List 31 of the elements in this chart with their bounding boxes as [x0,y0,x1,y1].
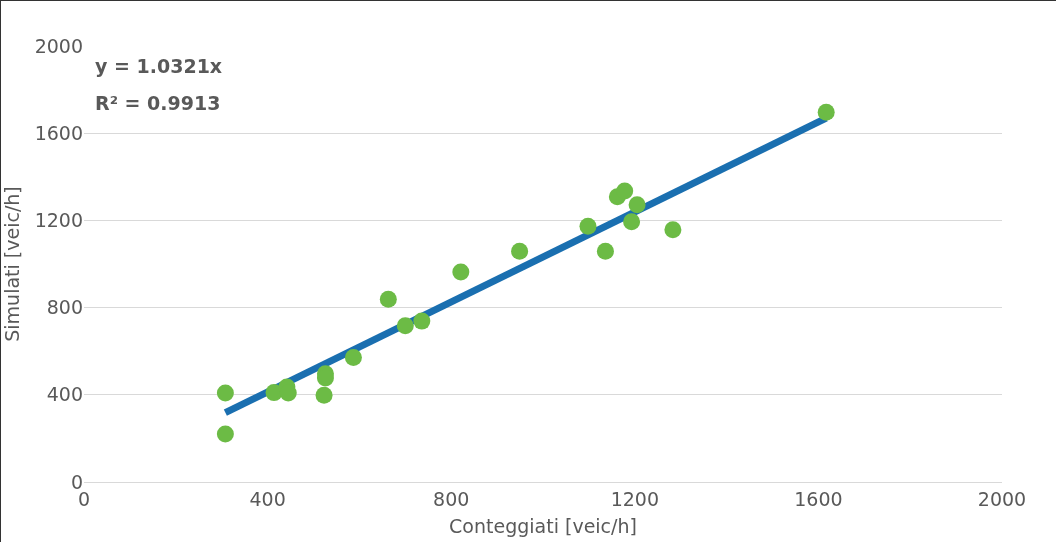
y-tick-label: 800 [46,296,83,319]
point [511,242,529,260]
y-tick-label: 1600 [34,121,83,144]
y-tick-label: 1200 [34,209,83,232]
point [623,213,641,231]
y-axis-title: Simulati [veic/h] [1,186,23,342]
point [344,349,362,367]
x-tick-label: 400 [249,487,286,510]
x-tick-label: 2000 [977,487,1027,510]
y-tick-label: 2000 [34,34,83,57]
x-tick-label: 800 [433,487,470,510]
point [596,242,614,260]
point [413,312,431,330]
annotation: R² = 0.9913 [95,92,221,114]
point [628,196,646,214]
point [452,263,470,281]
point [817,103,835,121]
y-tick-label: 400 [46,383,83,406]
y-tick-label: 0 [70,470,83,493]
point [379,290,397,308]
point [315,386,333,404]
annotation: y = 1.0321x [95,55,223,77]
x-tick-label: 1200 [610,487,659,510]
x-axis-title: Conteggiati [veic/h] [449,514,637,537]
point [579,217,597,235]
point [616,182,634,200]
x-tick-label: 1600 [794,487,843,510]
point [664,221,682,239]
point [396,317,414,335]
point [216,384,234,402]
point [216,425,234,443]
